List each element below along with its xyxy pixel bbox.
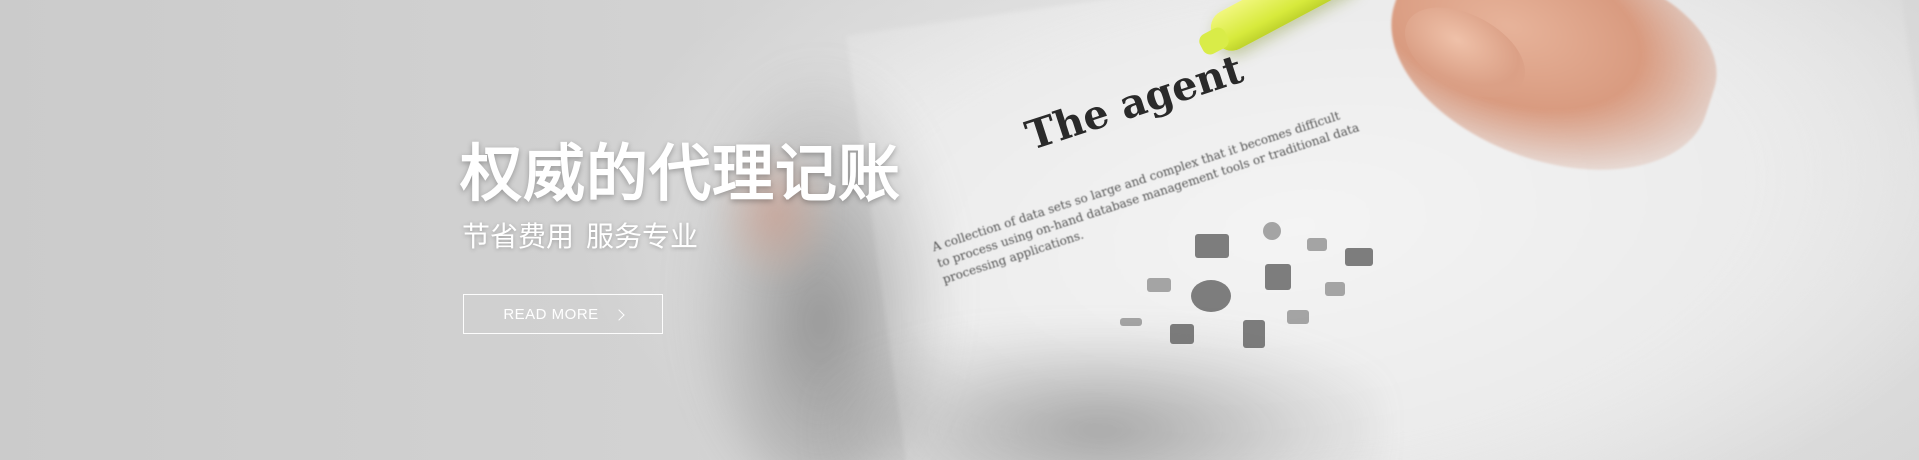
hero-subhead: 节省费用 服务专业: [462, 217, 698, 257]
blurred-hand: [720, 150, 830, 280]
tower-icon: [1243, 320, 1265, 348]
database-icon: [1263, 222, 1281, 240]
tablet-icon: [1287, 310, 1309, 324]
book-edge-shadow: [690, 70, 950, 460]
read-more-label: READ MORE: [503, 305, 599, 323]
server-stack-icon: [1191, 280, 1231, 312]
network-icon: [1265, 264, 1291, 290]
photo-icon-cluster: [1115, 220, 1395, 350]
chevron-right-icon: [613, 308, 625, 321]
page-fold-shadow: [820, 330, 1380, 460]
folder-icon: [1345, 248, 1373, 266]
read-more-button[interactable]: READ MORE: [463, 294, 663, 334]
chip-icon: [1170, 324, 1194, 344]
hero-headline: 权威的代理记账: [460, 137, 902, 210]
screen-icon: [1307, 238, 1327, 251]
monitor-icon: [1195, 234, 1229, 258]
subhead-save-cost: 节省费用: [462, 220, 575, 253]
subhead-professional-service: 服务专业: [586, 220, 699, 253]
cloud-icon: [1325, 282, 1345, 296]
load-label-icon: [1120, 318, 1142, 326]
card-icon: [1147, 278, 1171, 292]
